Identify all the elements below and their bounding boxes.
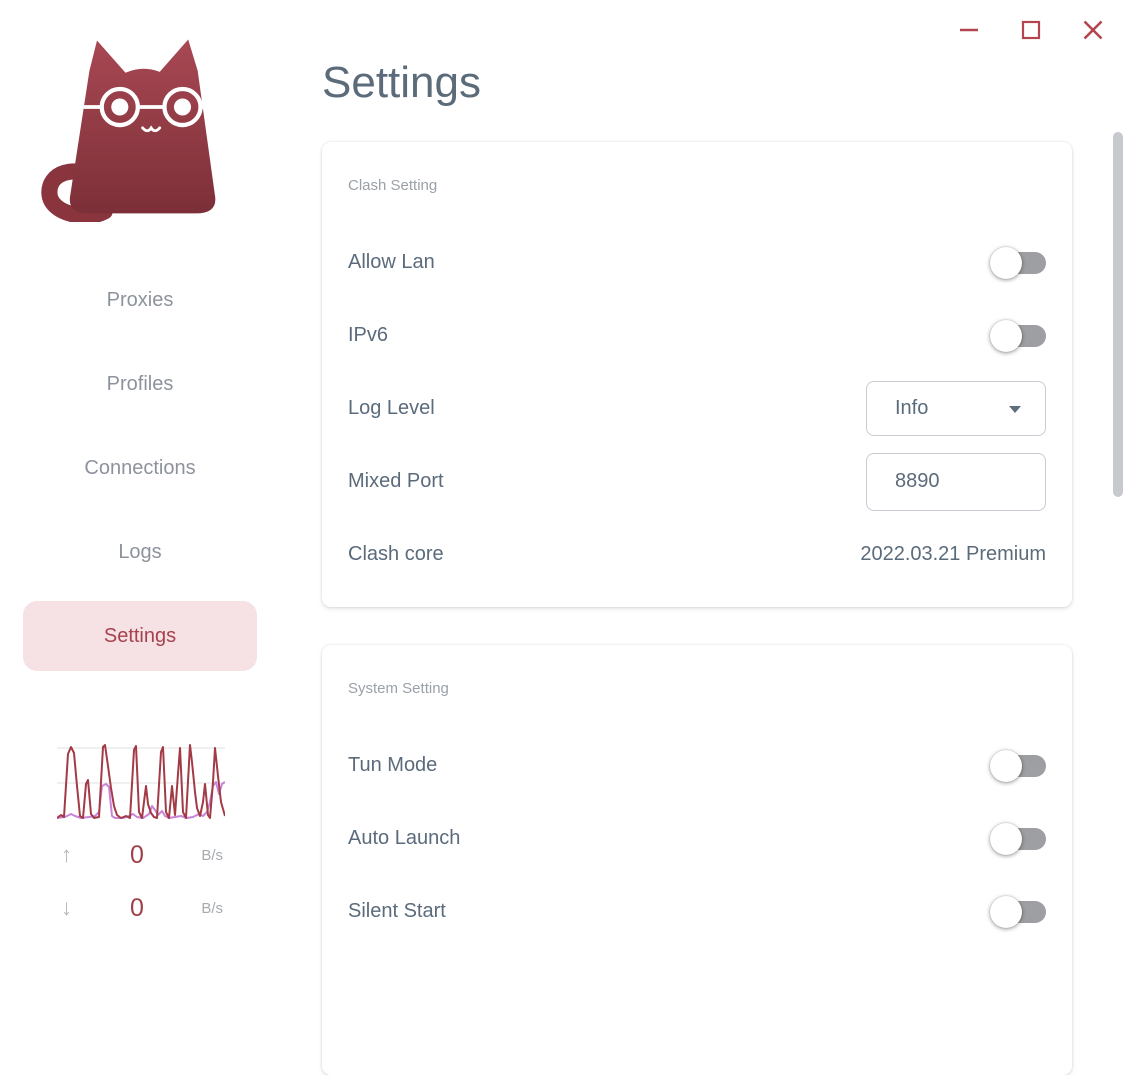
mixed-port-row: Mixed Port — [348, 445, 1046, 518]
sidebar-nav: Proxies Profiles Connections Logs Settin… — [23, 265, 257, 685]
sidebar-item-connections[interactable]: Connections — [84, 456, 196, 479]
page-title: Settings — [322, 58, 481, 107]
window-controls — [956, 16, 1106, 44]
log-level-select[interactable]: Info — [866, 381, 1046, 436]
section-label: Clash Setting — [348, 177, 438, 194]
auto-launch-toggle[interactable] — [990, 822, 1046, 855]
minimize-icon — [957, 18, 981, 42]
ipv6-label: IPv6 — [348, 324, 389, 346]
maximize-icon — [1019, 18, 1043, 42]
toggle-thumb — [990, 749, 1022, 782]
maximize-button[interactable] — [1018, 16, 1044, 44]
allow-lan-row: Allow Lan — [348, 226, 1046, 299]
clash-core-label: Clash core — [348, 543, 444, 565]
system-setting-card: System Setting Tun Mode Auto Launch Sile… — [322, 645, 1072, 1075]
clash-cat-logo — [40, 30, 230, 224]
clash-core-row: Clash core 2022.03.21 Premium — [348, 518, 1046, 591]
allow-lan-toggle[interactable] — [990, 246, 1046, 279]
toggle-thumb — [990, 895, 1022, 928]
log-level-label: Log Level — [348, 397, 435, 419]
upload-speed-value: 0 — [130, 840, 144, 869]
download-speed-unit: B/s — [201, 899, 223, 917]
close-icon — [1081, 18, 1105, 42]
upload-line — [57, 744, 225, 819]
sidebar-item-settings[interactable]: Settings — [23, 601, 257, 671]
silent-start-row: Silent Start — [348, 875, 1046, 948]
clash-setting-card: Clash Setting Allow Lan IPv6 Log Level I… — [322, 142, 1072, 607]
close-button[interactable] — [1080, 16, 1106, 44]
download-speed-value: 0 — [130, 893, 144, 922]
upload-stat-row: ↑ 0 B/s — [55, 840, 225, 870]
ipv6-row: IPv6 — [348, 299, 1046, 372]
allow-lan-label: Allow Lan — [348, 251, 435, 273]
log-level-value: Info — [895, 397, 929, 419]
ipv6-toggle[interactable] — [990, 319, 1046, 352]
section-label: System Setting — [348, 680, 449, 697]
silent-start-toggle[interactable] — [990, 895, 1046, 928]
scrollbar-thumb[interactable] — [1113, 132, 1123, 497]
tun-mode-row: Tun Mode — [348, 729, 1046, 802]
minimize-button[interactable] — [956, 16, 982, 44]
tun-mode-toggle[interactable] — [990, 749, 1046, 782]
sidebar-item-proxies[interactable]: Proxies — [106, 288, 174, 311]
mixed-port-label: Mixed Port — [348, 470, 444, 492]
clash-core-version: 2022.03.21 Premium — [860, 543, 1046, 565]
auto-launch-row: Auto Launch — [348, 802, 1046, 875]
log-level-row: Log Level Info — [348, 372, 1046, 445]
toggle-thumb — [990, 319, 1022, 352]
sidebar: Proxies Profiles Connections Logs Settin… — [0, 0, 280, 937]
toggle-thumb — [990, 246, 1022, 279]
tun-mode-label: Tun Mode — [348, 754, 438, 776]
sidebar-item-logs[interactable]: Logs — [118, 540, 162, 563]
up-arrow-icon: ↑ — [61, 842, 72, 867]
auto-launch-label: Auto Launch — [348, 827, 461, 849]
upload-speed-unit: B/s — [201, 846, 223, 864]
chevron-down-icon — [1009, 405, 1021, 413]
sidebar-item-profiles[interactable]: Profiles — [106, 372, 174, 395]
down-arrow-icon: ↓ — [61, 895, 72, 920]
toggle-thumb — [990, 822, 1022, 855]
download-stat-row: ↓ 0 B/s — [55, 893, 225, 923]
silent-start-label: Silent Start — [348, 900, 446, 922]
traffic-sparkline — [57, 744, 225, 819]
mixed-port-input[interactable] — [866, 452, 1046, 511]
